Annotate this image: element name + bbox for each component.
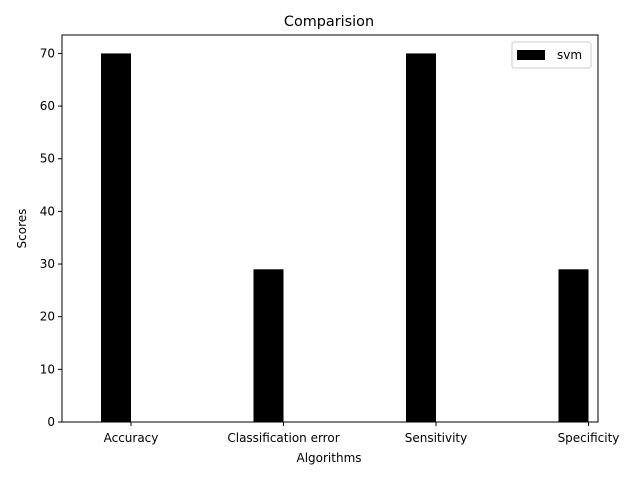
bar-svm-0 [101, 53, 131, 423]
x-axis: Accuracy Classification error Sensitivity S… [104, 422, 620, 445]
bar-svm-2 [406, 53, 436, 423]
y-tick-label: 70 [40, 46, 55, 60]
chart-title: Comparision [284, 14, 374, 30]
y-axis: 0 10 20 30 40 50 60 70 [40, 46, 62, 429]
legend-swatch-svm [517, 50, 545, 60]
x-tick-label: Specificity [558, 431, 620, 445]
x-axis-label: Algorithms [296, 451, 361, 465]
y-tick-label: 20 [40, 310, 55, 324]
y-axis-label: Scores [15, 209, 29, 249]
bars-group [101, 53, 589, 423]
plot-frame [61, 34, 599, 423]
legend-label-svm: svm [557, 48, 582, 62]
legend-frame [511, 41, 592, 69]
bar-svm-3 [558, 269, 589, 422]
y-tick-label: 10 [40, 362, 55, 376]
bar-svm-1 [253, 269, 284, 422]
y-tick-label: 30 [40, 257, 55, 271]
x-tick-label: Sensitivity [405, 431, 467, 445]
y-tick-label: 0 [47, 415, 55, 429]
y-tick-label: 60 [40, 99, 55, 113]
x-tick-label: Accuracy [104, 431, 159, 445]
y-tick-label: 50 [40, 152, 55, 166]
legend: svm [511, 41, 592, 69]
x-tick-label: Classification error [227, 431, 339, 445]
y-tick-label: 40 [40, 204, 55, 218]
